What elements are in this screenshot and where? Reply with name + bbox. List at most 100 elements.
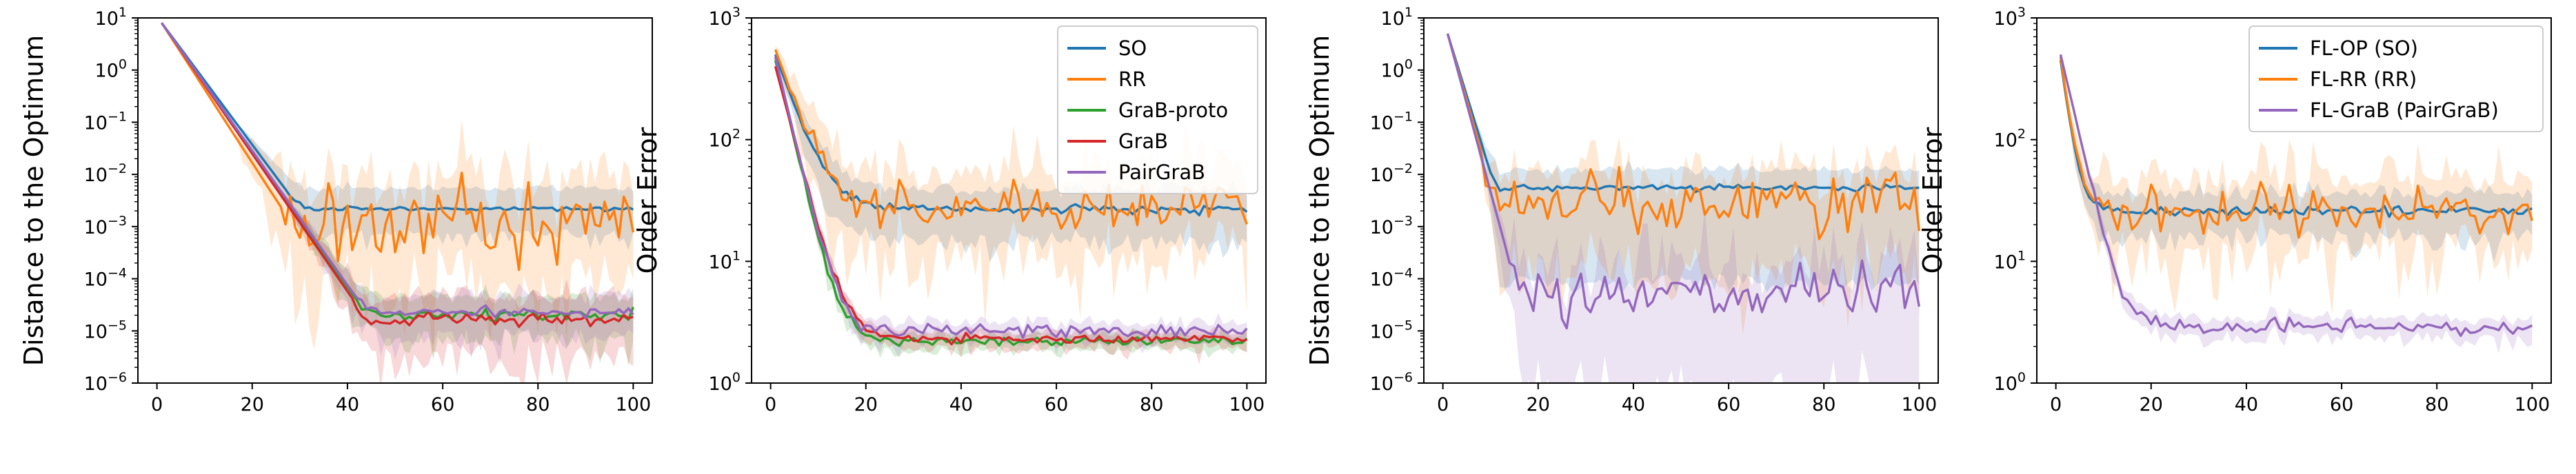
x-tick-label: 60 (431, 394, 454, 415)
series-band-3 (2060, 53, 2533, 354)
chart-panel-2: 0 20 40 60 80 100 100 101 102 103 Order Error SO RR G… (632, 5, 1267, 415)
series-band-3 (161, 23, 634, 367)
x-tick-label: 80 (1140, 394, 1163, 415)
legend-label-1: FL-OP (SO) (2310, 37, 2418, 60)
x-tick-label: 80 (2425, 394, 2448, 415)
series-line-1 (1446, 33, 1920, 194)
y-tick-label: 100 (709, 370, 741, 395)
series-band-1 (1447, 33, 1920, 296)
series-line-5 (161, 22, 634, 319)
y-tick-label: 101 (1381, 5, 1413, 30)
x-tick-label: 40 (2235, 394, 2258, 415)
x-tick-label: 40 (1622, 394, 1645, 415)
y-tick-label: 101 (1994, 248, 2026, 273)
y-axis-label: Distance to the Optimum (19, 35, 49, 367)
x-tick-label: 100 (2515, 394, 2550, 415)
chart-panel-4: 0 20 40 60 80 100 100 101 102 103 Order Error FL-OP… (1918, 5, 2552, 415)
series-band-5 (161, 23, 634, 365)
series-band-4 (775, 65, 1247, 364)
series-line-2 (161, 22, 635, 271)
series-band-3 (1447, 33, 1920, 383)
series-line-1 (2059, 60, 2533, 218)
legend-label-1: SO (1118, 37, 1147, 60)
series-line-2 (1446, 33, 1921, 240)
x-tick-label: 40 (336, 394, 359, 415)
y-tick-label: 10−2 (1370, 161, 1413, 186)
legend-label-2: FL-RR (RR) (2310, 68, 2417, 91)
legend-label-5: PairGraB (1118, 161, 1205, 184)
legend: FL-OP (SO) FL-RR (RR) FL-GraB (PairGraB) (2248, 25, 2544, 132)
series-line-3 (2059, 54, 2533, 338)
y-tick-label: 10−6 (1370, 370, 1413, 395)
series-line-3 (774, 59, 1248, 347)
y-tick-label: 10−3 (84, 214, 127, 238)
series-line-4 (774, 65, 1247, 346)
y-tick-label: 10−4 (1370, 266, 1413, 291)
legend: SO RR GraB-proto GraB PairGraB (1057, 25, 1258, 194)
y-tick-label: 102 (1994, 127, 2026, 152)
y-tick-label: 102 (709, 127, 741, 152)
y-tick-label: 100 (1381, 57, 1413, 82)
axes-frame (751, 17, 1267, 384)
y-tick-label: 100 (95, 57, 127, 82)
legend-box (2248, 25, 2544, 132)
y-axis-label: Distance to the Optimum (1305, 35, 1335, 367)
series-band-4 (161, 23, 634, 383)
x-tick-label: 0 (151, 394, 163, 415)
series-line-5 (774, 56, 1248, 339)
series-band-2 (775, 45, 1247, 325)
plot-area (774, 45, 1248, 364)
y-tick-label: 103 (1994, 5, 2026, 30)
y-tick-label: 101 (95, 5, 127, 30)
legend-label-4: GraB (1118, 130, 1168, 153)
x-tick-label: 0 (2050, 394, 2062, 415)
x-tick-label: 60 (2330, 394, 2353, 415)
x-tick-label: 60 (1717, 394, 1740, 415)
x-tick-label: 0 (1437, 394, 1449, 415)
x-tick-label: 20 (2140, 394, 2163, 415)
x-tick-label: 80 (1812, 394, 1835, 415)
axes-frame (1423, 17, 1939, 384)
series-line-2 (2059, 56, 2534, 239)
x-tick-label: 100 (616, 394, 652, 415)
x-tick-label: 20 (241, 394, 264, 415)
x-tick-label: 100 (1229, 394, 1265, 415)
x-tick-label: 60 (1045, 394, 1068, 415)
y-tick-label: 10−1 (84, 109, 127, 134)
y-tick-label: 103 (709, 5, 741, 30)
chart-panel-3: 0 20 40 60 80 100 10−6 10−5 10−4 10−3 10−2 10−1 100 1… (1305, 5, 1939, 415)
legend-label-3: GraB-proto (1118, 99, 1228, 122)
y-tick-label: 101 (709, 248, 741, 273)
y-tick-label: 10−5 (84, 318, 127, 342)
series-line-2 (774, 49, 1248, 230)
y-tick-label: 10−6 (84, 370, 127, 395)
axes-frame (137, 17, 653, 384)
x-tick-label: 40 (949, 394, 973, 415)
series-line-3 (1446, 33, 1921, 330)
y-tick-label: 10−5 (1370, 318, 1413, 342)
y-tick-label: 10−2 (84, 161, 127, 186)
x-tick-label: 20 (1527, 394, 1550, 415)
axes-frame (2036, 17, 2552, 384)
y-tick-label: 100 (1994, 370, 2026, 395)
y-axis-label: Order Error (1918, 127, 1948, 274)
series-band-5 (775, 56, 1247, 358)
x-tick-label: 20 (854, 394, 878, 415)
plot-area (2059, 52, 2534, 354)
series-band-2 (1447, 33, 1920, 335)
x-tick-label: 80 (526, 394, 550, 415)
legend-label-3: FL-GraB (PairGraB) (2310, 99, 2499, 122)
chart-panel-1: 0 20 40 60 80 100 10−6 10−5 10−4 10−3 10−2 10−1 100 1… (19, 5, 653, 415)
y-tick-label: 10−1 (1370, 109, 1413, 134)
x-tick-label: 0 (765, 394, 776, 415)
y-tick-label: 10−3 (1370, 214, 1413, 238)
series-band-2 (161, 23, 634, 360)
x-tick-label: 100 (1902, 394, 1938, 415)
plot-area (161, 22, 635, 383)
series-band-2 (2060, 52, 2533, 315)
y-axis-label: Order Error (632, 127, 663, 274)
y-tick-label: 10−4 (84, 266, 127, 291)
series-line-4 (161, 22, 634, 329)
legend-label-2: RR (1118, 68, 1146, 91)
